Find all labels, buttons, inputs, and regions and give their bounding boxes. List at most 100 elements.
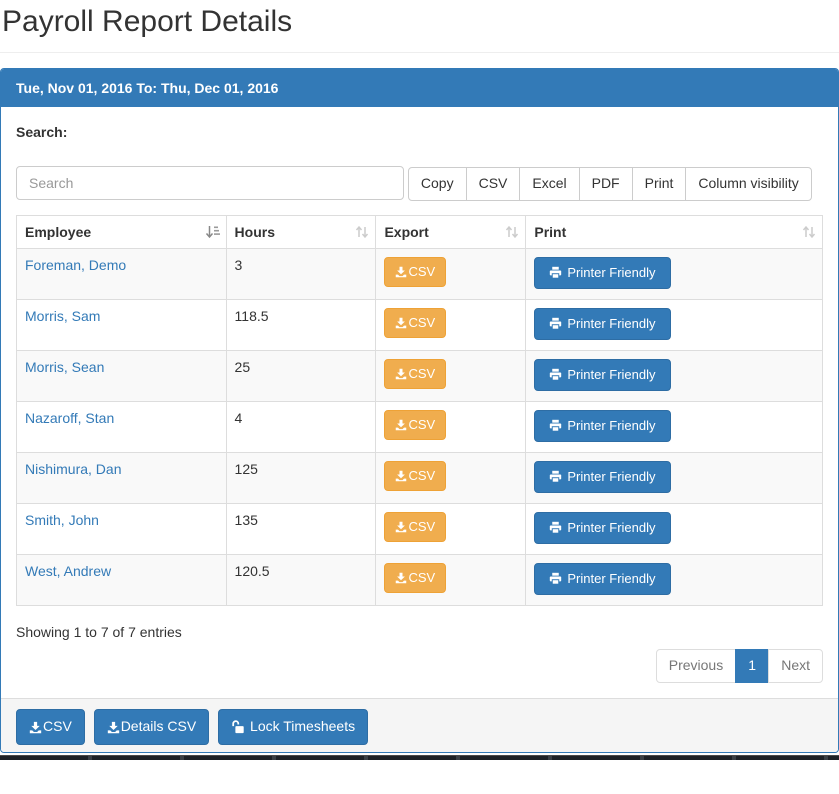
row-printer-label: Printer Friendly bbox=[567, 417, 656, 433]
row-printer-button[interactable]: Printer Friendly bbox=[534, 409, 671, 443]
entries-summary: Showing 1 to 7 of 7 entries bbox=[16, 623, 182, 640]
hours-cell: 135 bbox=[225, 502, 377, 555]
employee-link[interactable]: Morris, Sam bbox=[25, 307, 101, 324]
row-csv-button[interactable]: CSV bbox=[384, 460, 447, 492]
row-printer-label: Printer Friendly bbox=[567, 264, 656, 280]
search-input[interactable] bbox=[16, 166, 404, 200]
table-row: Foreman, Demo 3 CSV bbox=[16, 247, 823, 300]
employee-cell: Nishimura, Dan bbox=[16, 451, 227, 504]
export-cell: CSV bbox=[375, 247, 527, 300]
download-icon bbox=[29, 721, 42, 734]
column-header-label: Print bbox=[534, 223, 567, 240]
download-icon bbox=[107, 721, 120, 734]
employee-link[interactable]: Smith, John bbox=[25, 511, 99, 528]
row-printer-button[interactable]: Printer Friendly bbox=[534, 358, 671, 392]
printer-icon bbox=[549, 266, 562, 280]
row-printer-button[interactable]: Printer Friendly bbox=[534, 307, 671, 341]
row-csv-button[interactable]: CSV bbox=[384, 307, 447, 339]
download-icon bbox=[395, 368, 407, 380]
print-button[interactable]: Print bbox=[631, 167, 687, 201]
column-header-hours[interactable]: Hours bbox=[225, 214, 377, 249]
download-icon bbox=[395, 470, 407, 482]
lock-timesheets-button[interactable]: Lock Timesheets bbox=[218, 708, 369, 745]
search-label: Search: bbox=[16, 124, 68, 140]
sort-icon bbox=[505, 225, 519, 239]
column-header-label: Export bbox=[384, 223, 429, 240]
employee-cell: Morris, Sam bbox=[16, 298, 227, 351]
row-csv-button[interactable]: CSV bbox=[384, 562, 447, 594]
table-row: Nazaroff, Stan 4 CSV bbox=[16, 400, 823, 453]
row-csv-button[interactable]: CSV bbox=[384, 511, 447, 543]
row-printer-button[interactable]: Printer Friendly bbox=[534, 256, 671, 290]
employee-link[interactable]: Morris, Sean bbox=[25, 358, 105, 375]
page-title: Payroll Report Details bbox=[0, 0, 839, 53]
bottom-edge-strip bbox=[0, 755, 839, 761]
row-printer-label: Printer Friendly bbox=[567, 570, 656, 586]
table-row: Smith, John 135 CSV bbox=[16, 502, 823, 555]
hours-cell: 125 bbox=[225, 451, 377, 504]
row-printer-button[interactable]: Printer Friendly bbox=[534, 460, 671, 494]
employee-link[interactable]: Nazaroff, Stan bbox=[25, 409, 115, 426]
hours-cell: 118.5 bbox=[225, 298, 377, 351]
print-cell: Printer Friendly bbox=[525, 400, 823, 453]
printer-icon bbox=[549, 470, 562, 484]
excel-button[interactable]: Excel bbox=[519, 167, 580, 201]
employee-cell: West, Andrew bbox=[16, 553, 227, 606]
export-button-group: Copy CSV Excel PDF Print Column visibili… bbox=[407, 167, 812, 201]
row-csv-button[interactable]: CSV bbox=[384, 409, 447, 441]
column-header-employee[interactable]: Employee bbox=[16, 214, 227, 249]
table-row: West, Andrew 120.5 CSV bbox=[16, 553, 823, 606]
row-printer-label: Printer Friendly bbox=[567, 468, 656, 484]
printer-icon bbox=[549, 572, 562, 586]
lock-timesheets-label: Lock Timesheets bbox=[250, 717, 356, 734]
csv-button[interactable]: CSV bbox=[465, 167, 521, 201]
previous-page-button[interactable]: Previous bbox=[655, 648, 737, 683]
column-visibility-button[interactable]: Column visibility bbox=[685, 167, 812, 201]
download-icon bbox=[395, 572, 407, 584]
row-csv-label: CSV bbox=[408, 569, 436, 585]
unlock-icon bbox=[231, 720, 245, 734]
employee-link[interactable]: West, Andrew bbox=[25, 562, 112, 579]
print-cell: Printer Friendly bbox=[525, 451, 823, 504]
footer-details-csv-label: Details CSV bbox=[120, 718, 197, 735]
footer-csv-button[interactable]: CSV bbox=[16, 709, 85, 746]
row-printer-button[interactable]: Printer Friendly bbox=[534, 562, 671, 596]
employee-link[interactable]: Foreman, Demo bbox=[25, 256, 127, 273]
sort-ascending-icon bbox=[205, 224, 220, 239]
print-cell: Printer Friendly bbox=[525, 502, 823, 555]
export-cell: CSV bbox=[375, 349, 527, 402]
download-icon bbox=[395, 419, 407, 431]
column-header-label: Employee bbox=[25, 223, 92, 240]
hours-cell: 3 bbox=[225, 247, 377, 300]
row-printer-label: Printer Friendly bbox=[567, 315, 656, 331]
pdf-button[interactable]: PDF bbox=[578, 167, 633, 201]
print-cell: Printer Friendly bbox=[525, 349, 823, 402]
column-header-print[interactable]: Print bbox=[525, 214, 823, 249]
printer-icon bbox=[549, 419, 562, 433]
employee-link[interactable]: Nishimura, Dan bbox=[25, 460, 122, 477]
row-csv-label: CSV bbox=[408, 467, 436, 483]
footer-csv-label: CSV bbox=[43, 718, 72, 735]
panel-footer: CSV Details CSV Lock Timesheets bbox=[1, 697, 838, 753]
panel-body: Search: Copy CSV Excel PDF Print Column … bbox=[1, 107, 838, 698]
row-csv-label: CSV bbox=[408, 263, 436, 279]
download-icon bbox=[395, 521, 407, 533]
print-cell: Printer Friendly bbox=[525, 298, 823, 351]
printer-icon bbox=[549, 317, 562, 331]
footer-details-csv-button[interactable]: Details CSV bbox=[93, 709, 210, 746]
row-printer-button[interactable]: Printer Friendly bbox=[534, 511, 671, 545]
print-cell: Printer Friendly bbox=[525, 247, 823, 300]
table-row: Nishimura, Dan 125 CSV bbox=[16, 451, 823, 504]
download-icon bbox=[395, 317, 407, 329]
row-csv-label: CSV bbox=[408, 314, 436, 330]
printer-icon bbox=[549, 368, 562, 382]
table-header-row: Employee bbox=[16, 214, 823, 249]
employee-cell: Morris, Sean bbox=[16, 349, 227, 402]
row-csv-button[interactable]: CSV bbox=[384, 358, 447, 390]
copy-button[interactable]: Copy bbox=[407, 167, 467, 201]
row-csv-button[interactable]: CSV bbox=[384, 256, 447, 288]
next-page-button[interactable]: Next bbox=[768, 648, 823, 683]
column-header-export[interactable]: Export bbox=[375, 214, 527, 249]
page-1-button[interactable]: 1 bbox=[735, 648, 770, 683]
export-cell: CSV bbox=[375, 502, 527, 555]
